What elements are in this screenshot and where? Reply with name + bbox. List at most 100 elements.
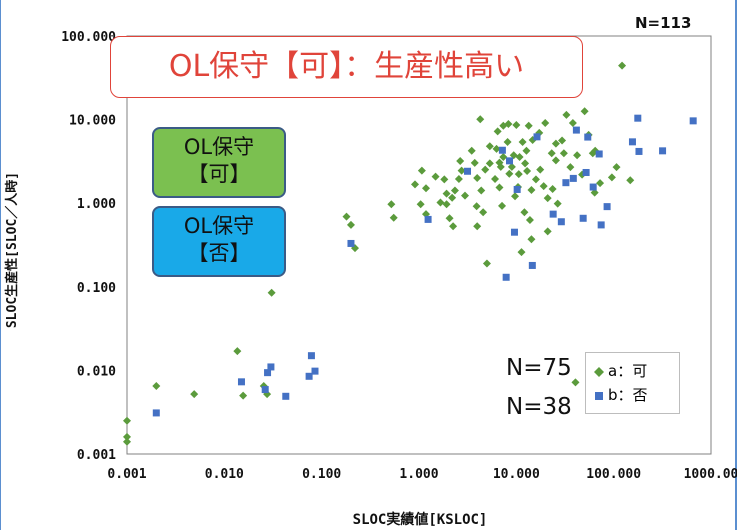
data-point-a [492,144,501,153]
data-point-a [521,159,530,168]
data-point-b [582,168,590,176]
data-point-b [513,185,521,193]
y-tick-label: 100.000 [61,30,116,45]
data-point-a [520,208,529,217]
data-point-b [424,215,432,223]
data-point-b [549,210,557,218]
data-point-a [505,169,514,178]
data-point-a [612,163,621,172]
data-point-a [553,199,562,208]
data-point-a [509,151,518,160]
data-point-a [467,146,476,155]
data-point-a [551,139,560,148]
data-point-b [282,392,290,400]
data-point-a [514,170,523,179]
data-point-a [543,194,552,203]
legend-entry-a: a：可 [594,360,647,382]
data-point-a [123,432,131,441]
legend-entry-b: b：否 [594,384,648,406]
data-point-a [431,172,440,181]
data-point-b [267,363,275,371]
data-point-b [305,372,313,380]
data-point-b [506,157,514,165]
data-point-a [618,61,627,70]
data-point-a [440,175,449,184]
data-point-b [557,218,565,226]
data-point-a [456,156,465,165]
data-point-a [573,151,582,160]
data-point-a [346,220,355,229]
y-axis-label: SLOC生産性[SLOC／人時] [4,172,20,328]
data-points [123,61,697,446]
data-point-a [239,391,248,400]
data-point-a [551,156,560,165]
data-point-a [491,174,500,183]
data-point-b [584,133,592,141]
label-box-ol-maintenance-no-text: OL保守 【否】 [183,214,255,265]
label-box-ol-maintenance-yes: OL保守 【可】 [152,127,286,198]
data-point-a [498,201,507,210]
data-point-b [533,133,541,141]
data-point-a [524,121,533,130]
data-point-a [411,180,420,189]
total-count-label: N=113 [635,14,692,32]
data-point-a [562,110,571,119]
x-tick-label: 100.000 [586,467,641,482]
data-point-a [482,259,491,268]
data-point-b [603,203,611,211]
data-point-a [442,200,451,209]
data-point-a [457,166,466,175]
data-point-a [523,166,532,175]
data-point-a [548,184,557,193]
label-box-ol-maintenance-no: OL保守 【否】 [152,206,286,277]
data-point-a [507,162,516,171]
data-point-a [568,119,577,128]
data-point-a [525,215,534,224]
data-point-a [527,235,536,244]
data-point-b [464,167,472,175]
data-point-a [477,186,486,195]
data-point-b [634,114,642,122]
square-marker-icon [595,391,603,400]
data-point-b [510,228,518,236]
data-point-a [479,208,488,217]
data-point-a [417,166,426,175]
tick-labels: 0.001 0.010 0.100 1.000 10.000 100.000 1000.00… [61,30,737,482]
data-point-a [547,149,556,158]
data-point-b [307,352,315,360]
data-point-a [485,159,494,168]
data-point-b [562,179,570,187]
data-point-b [572,126,580,134]
data-point-b [589,183,597,191]
data-point-a [515,152,524,161]
data-point-a [445,214,454,223]
data-point-b [579,214,587,222]
y-tick-label: 1.000 [77,197,116,212]
data-point-a [342,212,351,221]
x-tick-label: 0.010 [205,467,244,482]
data-point-b [528,261,536,269]
data-point-a [472,202,481,211]
data-point-a [596,179,605,188]
y-tick-label: 0.001 [77,448,116,463]
data-point-b [152,409,160,417]
data-point-a [541,119,550,128]
label-box-ol-maintenance-yes-text: OL保守 【可】 [183,135,255,186]
data-point-b [569,174,577,182]
data-point-a [485,142,494,151]
data-point-a [387,200,396,209]
data-point-a [517,248,526,257]
data-point-a [473,174,482,183]
data-point-b [237,378,245,386]
data-point-a [607,173,616,182]
count-label-b: N=38 [506,394,572,420]
x-tick-label: 1000.00 [684,467,737,482]
data-point-a [543,227,552,236]
data-point-a [496,162,505,171]
data-point-a [123,416,131,425]
data-point-a [190,390,199,399]
data-point-a [454,174,463,183]
data-point-b [659,147,667,155]
y-tick-label: 0.010 [77,364,116,379]
data-point-a [421,184,430,193]
